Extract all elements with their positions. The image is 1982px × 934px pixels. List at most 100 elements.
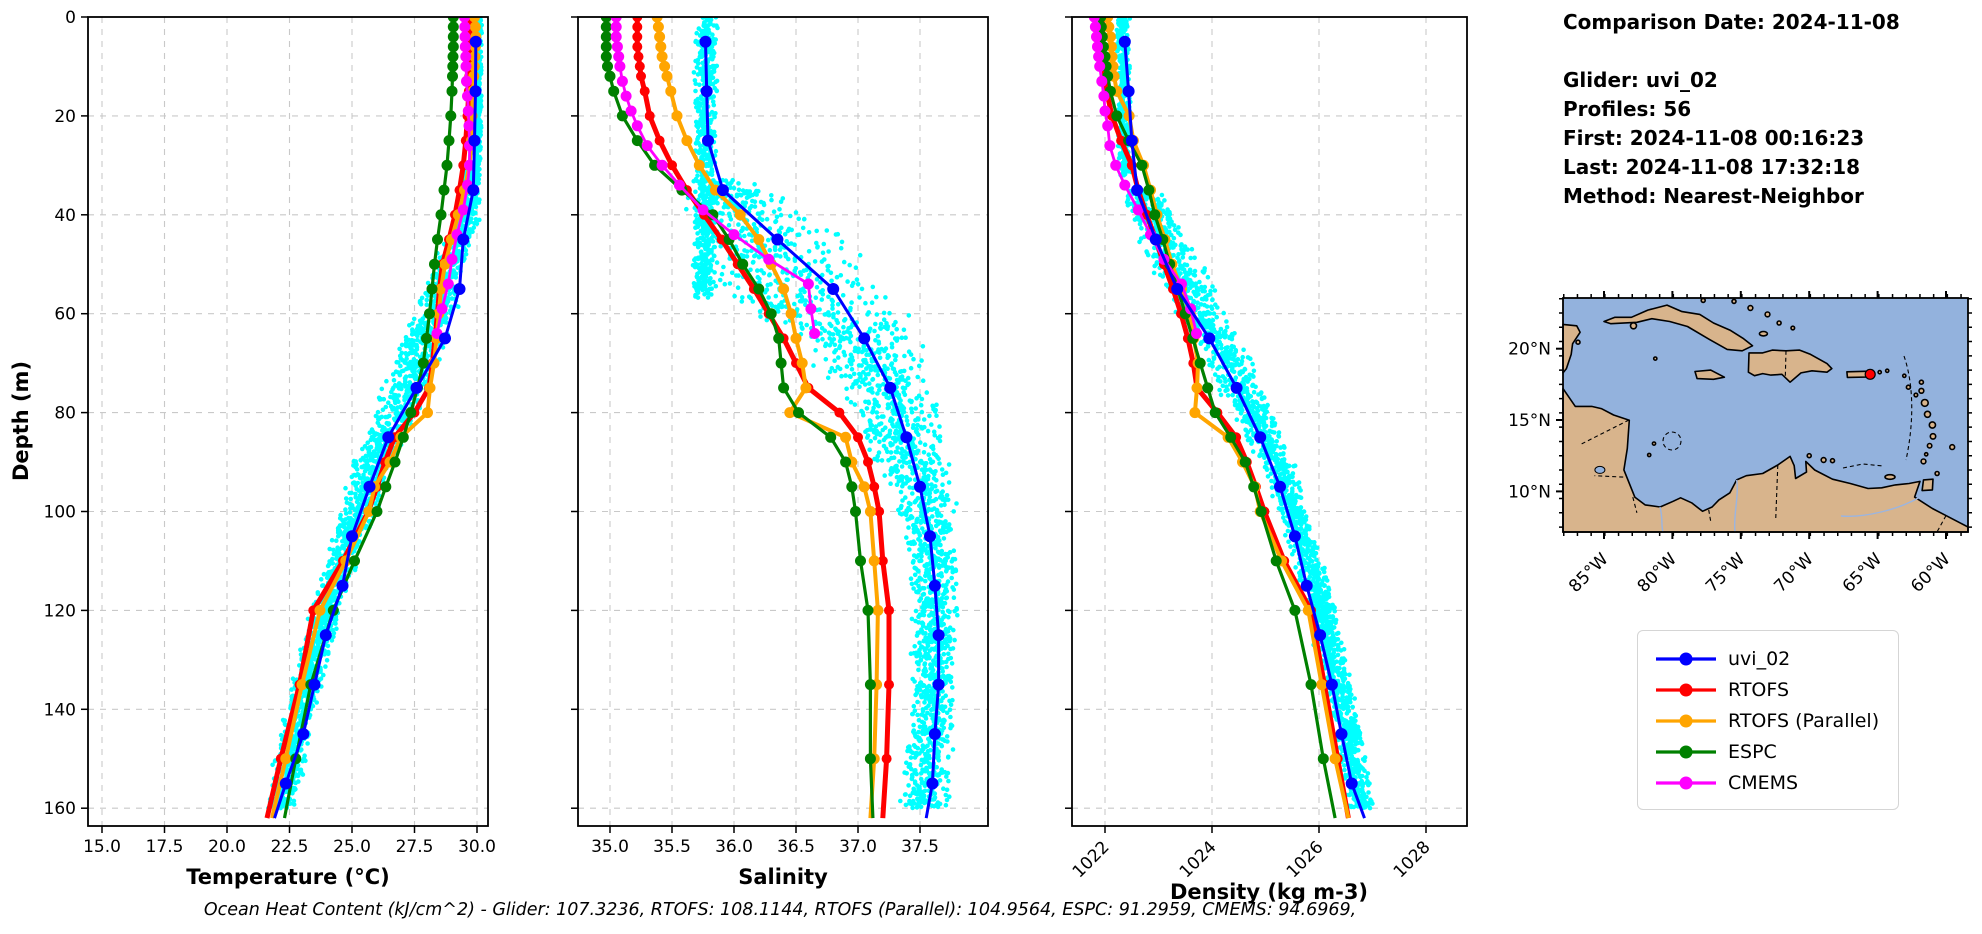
legend-entry-uvi02: uvi_02 [1652, 643, 1898, 674]
map-ytick: 15°N [1508, 411, 1551, 431]
xtick-label: 1026 [1283, 837, 1328, 882]
series-markers-CMEMS [431, 17, 476, 339]
map-ytick: 10°N [1508, 482, 1551, 502]
xtick-label: 1028 [1390, 837, 1435, 882]
tick-labels: 15.0 17.5 20.0 22.5 25.0 27.5 30.0 0 20 40 60 80 100… [44, 8, 496, 857]
map-xtick: 85°W [1565, 549, 1612, 596]
legend-label: uvi_02 [1728, 647, 1791, 670]
cozumel [1575, 339, 1581, 346]
series-markers-CMEMS [1088, 17, 1203, 339]
xtick-label: 37.5 [901, 837, 939, 857]
legend-line-sample [1656, 745, 1716, 758]
aruba [1806, 452, 1812, 459]
xtick-label: 37.0 [839, 837, 877, 857]
ytick-label: 140 [44, 700, 76, 720]
st-vincent [1926, 442, 1933, 449]
series-markers-uvi_02 [1118, 35, 1358, 790]
xtick-label: 35.0 [591, 837, 629, 857]
x-axis-label: Salinity [738, 865, 828, 889]
caribbean-map: 85°W 80°W 75°W 70°W 65°W 60°W 20°N 15°N … [1508, 291, 1972, 597]
x-axis-label: Temperature (°C) [186, 865, 389, 889]
map-frame [1562, 297, 1969, 533]
method: Method: Nearest-Neighbor [1563, 184, 1864, 208]
series-markers-RTOFS (Parallel) [651, 17, 884, 765]
xtick-label: 35.5 [653, 837, 691, 857]
legend-label: RTOFS (Parallel) [1728, 709, 1880, 732]
legend-entry-rtofs: RTOFS [1652, 674, 1898, 705]
legend-label: ESPC [1728, 740, 1777, 763]
legend-line-sample [1656, 652, 1716, 665]
legend-entry-rtofs-parallel: RTOFS (Parallel) [1652, 705, 1898, 736]
series-line-ESPC [604, 17, 875, 819]
ytick-label: 0 [65, 8, 76, 28]
providencia [1651, 441, 1657, 447]
ytick-label: 80 [54, 404, 76, 424]
legend-line-sample [1656, 714, 1716, 727]
margarita [1884, 473, 1896, 481]
bahamas-5 [1776, 320, 1782, 326]
xtick-label: 1024 [1176, 837, 1221, 882]
map-xtick: 75°W [1702, 549, 1749, 596]
series-markers-CMEMS [610, 17, 821, 339]
xtick-label: 17.5 [146, 837, 184, 857]
cayman [1652, 356, 1658, 362]
hispaniola [1747, 349, 1833, 383]
ytick-label: 120 [44, 601, 76, 621]
map-xtick: 70°W [1770, 549, 1817, 596]
salinity-panel: 35.0 35.5 36.0 36.5 37.0 37.5 Salinity [571, 16, 989, 889]
antigua [1918, 387, 1925, 395]
xtick-label: 30.0 [458, 837, 496, 857]
bahamas-1 [1700, 297, 1706, 304]
ytick-label: 100 [44, 503, 76, 523]
map-ytick: 20°N [1508, 340, 1551, 360]
isla-juventud [1629, 321, 1638, 330]
y-axis-label: Depth (m) [9, 361, 33, 481]
barbuda [1918, 379, 1925, 385]
series-line-uvi_02 [273, 41, 478, 819]
borders-dashed [1580, 350, 1947, 533]
xtick-label: 25.0 [333, 837, 371, 857]
legend-label: RTOFS [1728, 678, 1790, 701]
legend-label: CMEMS [1728, 771, 1799, 794]
profiles-count: Profiles: 56 [1563, 97, 1692, 121]
bahamas-3 [1747, 304, 1754, 312]
legend-line-sample [1656, 683, 1716, 696]
locator-map: 85°W 80°W 75°W 70°W 65°W 60°W 20°N 15°N … [1503, 278, 1982, 623]
grenadines [1923, 451, 1929, 457]
legend-entry-espc: ESPC [1652, 736, 1898, 767]
legend: uvi_02 RTOFS RTOFS (Parallel) ESPC CMEMS [1637, 630, 1899, 810]
montserrat [1913, 392, 1919, 398]
xtick-label: 15.0 [83, 837, 121, 857]
xtick-label: 20.0 [208, 837, 246, 857]
series-line-RTOFS [634, 17, 892, 819]
legend-line-sample [1656, 776, 1716, 789]
central-south-america [1562, 387, 1969, 533]
last-profile-time: Last: 2024-11-08 17:32:18 [1563, 155, 1861, 179]
tick-marks [571, 16, 921, 833]
jamaica [1694, 369, 1726, 381]
ytick-label: 160 [44, 799, 76, 819]
tick-marks [1065, 16, 1427, 833]
bahamas-4 [1764, 311, 1771, 318]
first-profile-time: First: 2024-11-08 00:16:23 [1563, 126, 1865, 150]
virgin-islands-1 [1877, 369, 1883, 375]
xtick-label: 22.5 [271, 837, 309, 857]
temperature-panel: 15.0 17.5 20.0 22.5 25.0 27.5 30.0 0 20 40 60 80 100… [9, 8, 496, 889]
grenada [1920, 458, 1927, 465]
st-lucia [1929, 432, 1937, 440]
bahamas-2 [1731, 298, 1737, 305]
x-axis-label: Density (kg m-3) [1170, 880, 1368, 904]
great-inagua [1758, 330, 1769, 337]
series-markers-uvi_02 [699, 35, 945, 790]
turks [1790, 325, 1796, 331]
tick-marks [81, 16, 478, 833]
ocean-heat-content-note: Ocean Heat Content (kJ/cm^2) - Glider: 1… [203, 900, 1357, 920]
lake-nicaragua [1594, 465, 1606, 474]
ytick-label: 20 [54, 107, 76, 127]
xtick-label: 36.0 [715, 837, 753, 857]
axes-spines [577, 16, 989, 827]
map-major-ticks [1556, 291, 1947, 539]
xtick-label: 1022 [1069, 837, 1114, 882]
